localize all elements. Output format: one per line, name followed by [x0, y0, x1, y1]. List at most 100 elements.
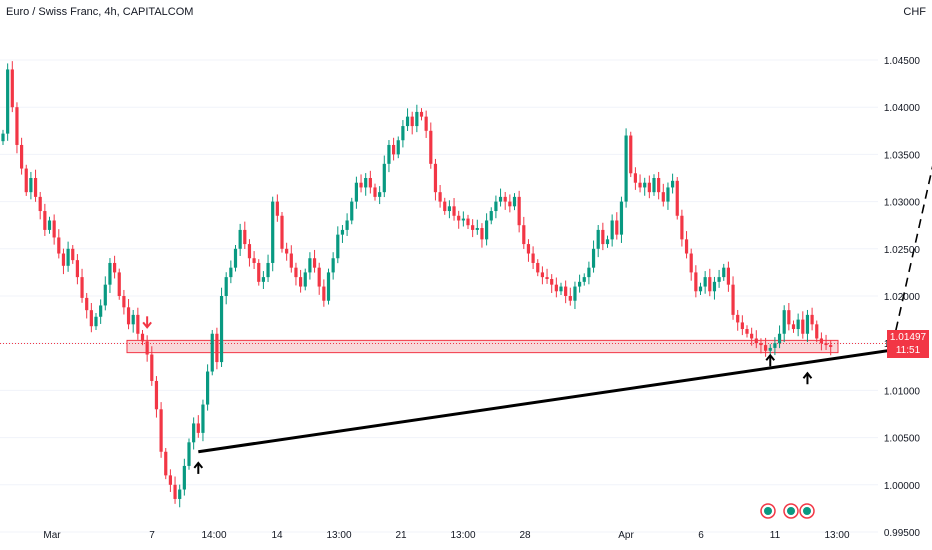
- candle: [308, 252, 312, 280]
- candle-body: [517, 196, 521, 226]
- candle-body: [164, 451, 168, 476]
- candle-body: [108, 262, 112, 285]
- candle: [43, 203, 47, 236]
- candle: [526, 239, 531, 262]
- candle: [382, 155, 386, 198]
- candle-body: [582, 277, 586, 282]
- candle: [498, 188, 503, 207]
- candle: [768, 344, 772, 355]
- candle-body: [694, 272, 698, 292]
- candle-body: [638, 182, 642, 188]
- candle: [345, 213, 349, 236]
- support-zone: [126, 339, 839, 354]
- candle: [522, 216, 526, 249]
- candle: [503, 191, 507, 210]
- candle-body: [615, 220, 619, 235]
- candle-body: [364, 178, 368, 188]
- candle: [168, 469, 172, 492]
- candle: [689, 248, 693, 281]
- candle-body: [38, 196, 42, 212]
- x-tick-label: 13:00: [326, 530, 351, 541]
- candle: [294, 262, 298, 286]
- y-tick-label: 1.00000: [884, 481, 921, 492]
- candle-body: [810, 314, 814, 325]
- candle-body: [698, 286, 703, 292]
- candle-body: [824, 343, 828, 346]
- candle: [322, 279, 326, 307]
- projection-line[interactable]: [891, 69, 932, 346]
- candle-body: [675, 180, 679, 216]
- candle-body: [787, 310, 791, 325]
- candle-body: [336, 234, 340, 259]
- candle-body: [471, 225, 475, 230]
- candle-body: [201, 404, 205, 433]
- candle-body: [6, 69, 10, 134]
- candle: [647, 175, 651, 199]
- candle: [99, 299, 103, 324]
- candle-body: [801, 319, 805, 334]
- candle-body: [443, 201, 447, 212]
- candle-body: [717, 277, 721, 282]
- candle: [447, 200, 451, 219]
- candle: [819, 332, 823, 351]
- candle-body: [378, 192, 382, 197]
- candle-body: [671, 180, 675, 188]
- candle-body: [294, 267, 298, 278]
- candle: [810, 307, 814, 331]
- candle-body: [168, 475, 172, 485]
- y-tick-label: 1.03500: [884, 150, 921, 161]
- y-tick-label: 1.01000: [884, 386, 921, 397]
- x-tick-label: 6: [698, 530, 704, 541]
- candle: [187, 438, 191, 470]
- x-tick-label: Mar: [43, 530, 61, 541]
- candle: [433, 158, 438, 201]
- candle: [75, 254, 79, 285]
- candle-body: [643, 182, 647, 188]
- candle-body: [661, 192, 665, 202]
- economic-event-icon: [760, 503, 776, 519]
- candle: [564, 280, 568, 304]
- x-tick-label: 14: [271, 530, 283, 541]
- candle: [717, 269, 721, 288]
- candle-body: [140, 333, 145, 342]
- candle-body: [415, 111, 419, 127]
- candle-body: [666, 187, 670, 202]
- candle-body: [285, 248, 289, 254]
- candle-body: [429, 130, 433, 164]
- candle: [61, 248, 66, 275]
- candle: [675, 177, 679, 220]
- candle-body: [15, 107, 19, 145]
- symbol-title[interactable]: Euro / Swiss Franc, 4h, CAPITALCOM: [6, 6, 194, 18]
- y-tick-label: 0.99500: [884, 528, 921, 539]
- candle: [326, 268, 331, 305]
- candle-body: [368, 178, 372, 188]
- x-tick-label: 11: [770, 530, 781, 541]
- candle: [698, 282, 703, 296]
- candle-body: [829, 345, 833, 347]
- candle: [243, 221, 247, 249]
- trendline[interactable]: [198, 346, 908, 454]
- y-axis: 1.04500 1.04000 1.03500 1.03000 1.02500 1.020…: [884, 56, 921, 539]
- candle-body: [359, 182, 363, 188]
- candle: [401, 120, 405, 148]
- candle-body: [647, 182, 651, 193]
- candle: [754, 330, 758, 349]
- candle: [815, 320, 819, 343]
- last-price-tag: 1.01497 11:51: [887, 330, 929, 358]
- currency-label[interactable]: CHF: [903, 6, 926, 18]
- candle-body: [210, 333, 214, 372]
- candle-body: [196, 423, 200, 433]
- candle: [559, 282, 563, 296]
- candle-body: [708, 277, 712, 292]
- candle-body: [773, 343, 777, 348]
- candle-body: [275, 201, 279, 216]
- candle-body: [192, 423, 196, 443]
- candle-body: [322, 286, 326, 301]
- candle: [578, 274, 582, 293]
- candle: [736, 309, 740, 331]
- candle: [378, 186, 382, 205]
- candle-body: [392, 144, 396, 155]
- candle: [750, 327, 754, 346]
- candle: [619, 196, 624, 243]
